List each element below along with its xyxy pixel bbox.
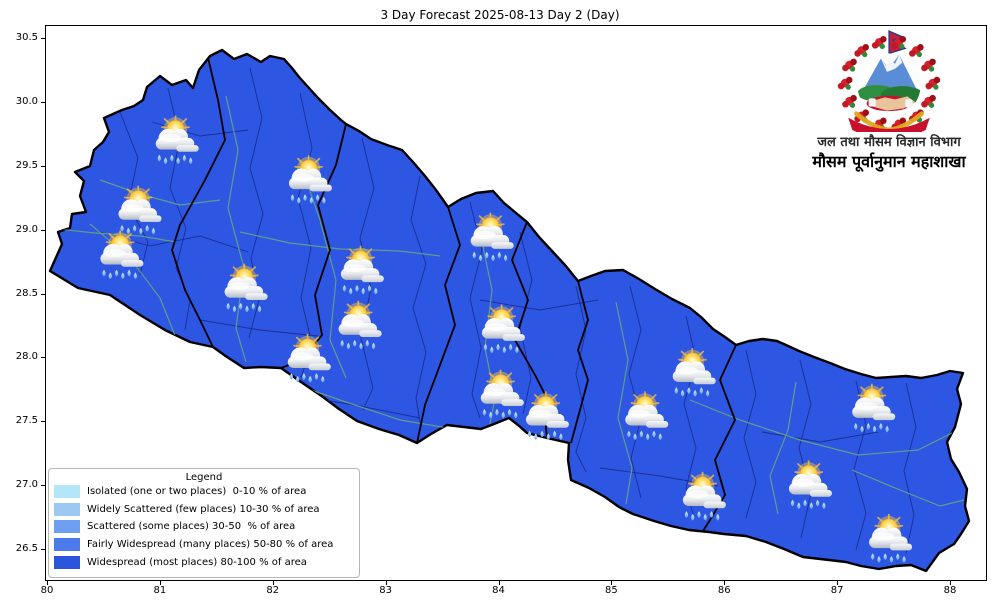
- x-tick-label: 85: [605, 585, 618, 596]
- y-tick-mark: [41, 293, 45, 295]
- y-tick-mark: [41, 485, 45, 487]
- legend-color-swatch: [54, 538, 80, 552]
- legend-item-label: Scattered (some places) 30-50 % of area: [87, 521, 296, 533]
- legend-title: Legend: [185, 472, 223, 483]
- legend-item-label: Widely Scattered (few places) 10-30 % of…: [87, 503, 320, 515]
- x-tick-mark: [950, 581, 951, 585]
- legend: Legend Isolated (one or two places) 0-10…: [48, 468, 360, 578]
- x-tick-label: 86: [717, 585, 731, 596]
- x-tick-mark: [498, 581, 500, 585]
- ribbon-banner-icon: [848, 117, 930, 132]
- legend-item: Widely Scattered (few places) 10-30 % of…: [49, 501, 359, 519]
- x-tick-mark: [47, 581, 48, 585]
- dhm-logo-block: जल तथा मौसम विज्ञान विभाग मौसम पूर्वानुम…: [779, 28, 999, 178]
- y-tick-label: 29.0: [15, 223, 38, 235]
- y-tick-mark: [41, 549, 45, 550]
- plot-area: [45, 25, 987, 581]
- x-tick-label: 81: [153, 585, 167, 596]
- logo-department-name: जल तथा मौसम विज्ञान विभाग: [817, 135, 961, 150]
- mountain-icon: [862, 54, 918, 92]
- legend-item-label: Fairly Widespread (many places) 50-80 % …: [87, 539, 334, 551]
- x-tick-mark: [611, 581, 613, 585]
- y-tick-label: 26.5: [15, 543, 38, 554]
- y-tick-mark: [41, 229, 45, 231]
- x-tick-mark: [272, 581, 274, 585]
- y-tick-label: 27.5: [15, 415, 38, 427]
- legend-item-label: Widespread (most places) 80-100 % of are…: [87, 556, 307, 568]
- legend-rows: Isolated (one or two places) 0-10 % of a…: [49, 483, 359, 571]
- x-tick-mark: [159, 581, 161, 585]
- legend-color-swatch: [54, 502, 80, 516]
- y-tick-label: 28.5: [15, 287, 38, 299]
- handshake-icon: [870, 96, 916, 111]
- y-tick-label: 27.0: [15, 479, 38, 491]
- x-tick-label: 88: [943, 585, 957, 596]
- legend-color-swatch: [54, 485, 80, 499]
- x-tick-mark: [385, 581, 387, 585]
- y-tick-mark: [41, 421, 45, 423]
- y-tick-label: 29.5: [15, 159, 38, 171]
- page-title: 3 Day Forecast 2025-08-13 Day 2 (Day): [380, 8, 620, 22]
- x-tick-mark: [837, 581, 839, 585]
- x-tick-label: 82: [266, 585, 280, 596]
- legend-item: Widespread (most places) 80-100 % of are…: [49, 553, 359, 571]
- legend-color-swatch: [54, 520, 80, 534]
- dhm-emblem-logo: [837, 30, 941, 132]
- legend-color-swatch: [54, 555, 80, 569]
- y-tick-mark: [41, 357, 45, 359]
- x-tick-label: 83: [379, 585, 392, 596]
- legend-item: Scattered (some places) 30-50 % of area: [49, 518, 359, 536]
- y-tick-label: 30.0: [15, 95, 38, 107]
- legend-item: Fairly Widespread (many places) 50-80 % …: [49, 536, 359, 554]
- y-tick-mark: [41, 165, 45, 167]
- x-tick-label: 87: [830, 585, 844, 596]
- y-tick-label: 30.5: [15, 32, 38, 43]
- x-tick-label: 80: [40, 585, 54, 596]
- logo-division-name: मौसम पूर्वानुमान महाशाखा: [812, 152, 966, 171]
- x-tick-label: 84: [492, 585, 505, 596]
- legend-item: Isolated (one or two places) 0-10 % of a…: [49, 483, 359, 501]
- y-tick-label: 28.0: [15, 351, 38, 363]
- y-tick-mark: [41, 38, 45, 39]
- x-tick-mark: [724, 581, 726, 585]
- y-tick-mark: [41, 101, 45, 103]
- legend-item-label: Isolated (one or two places) 0-10 % of a…: [87, 486, 307, 498]
